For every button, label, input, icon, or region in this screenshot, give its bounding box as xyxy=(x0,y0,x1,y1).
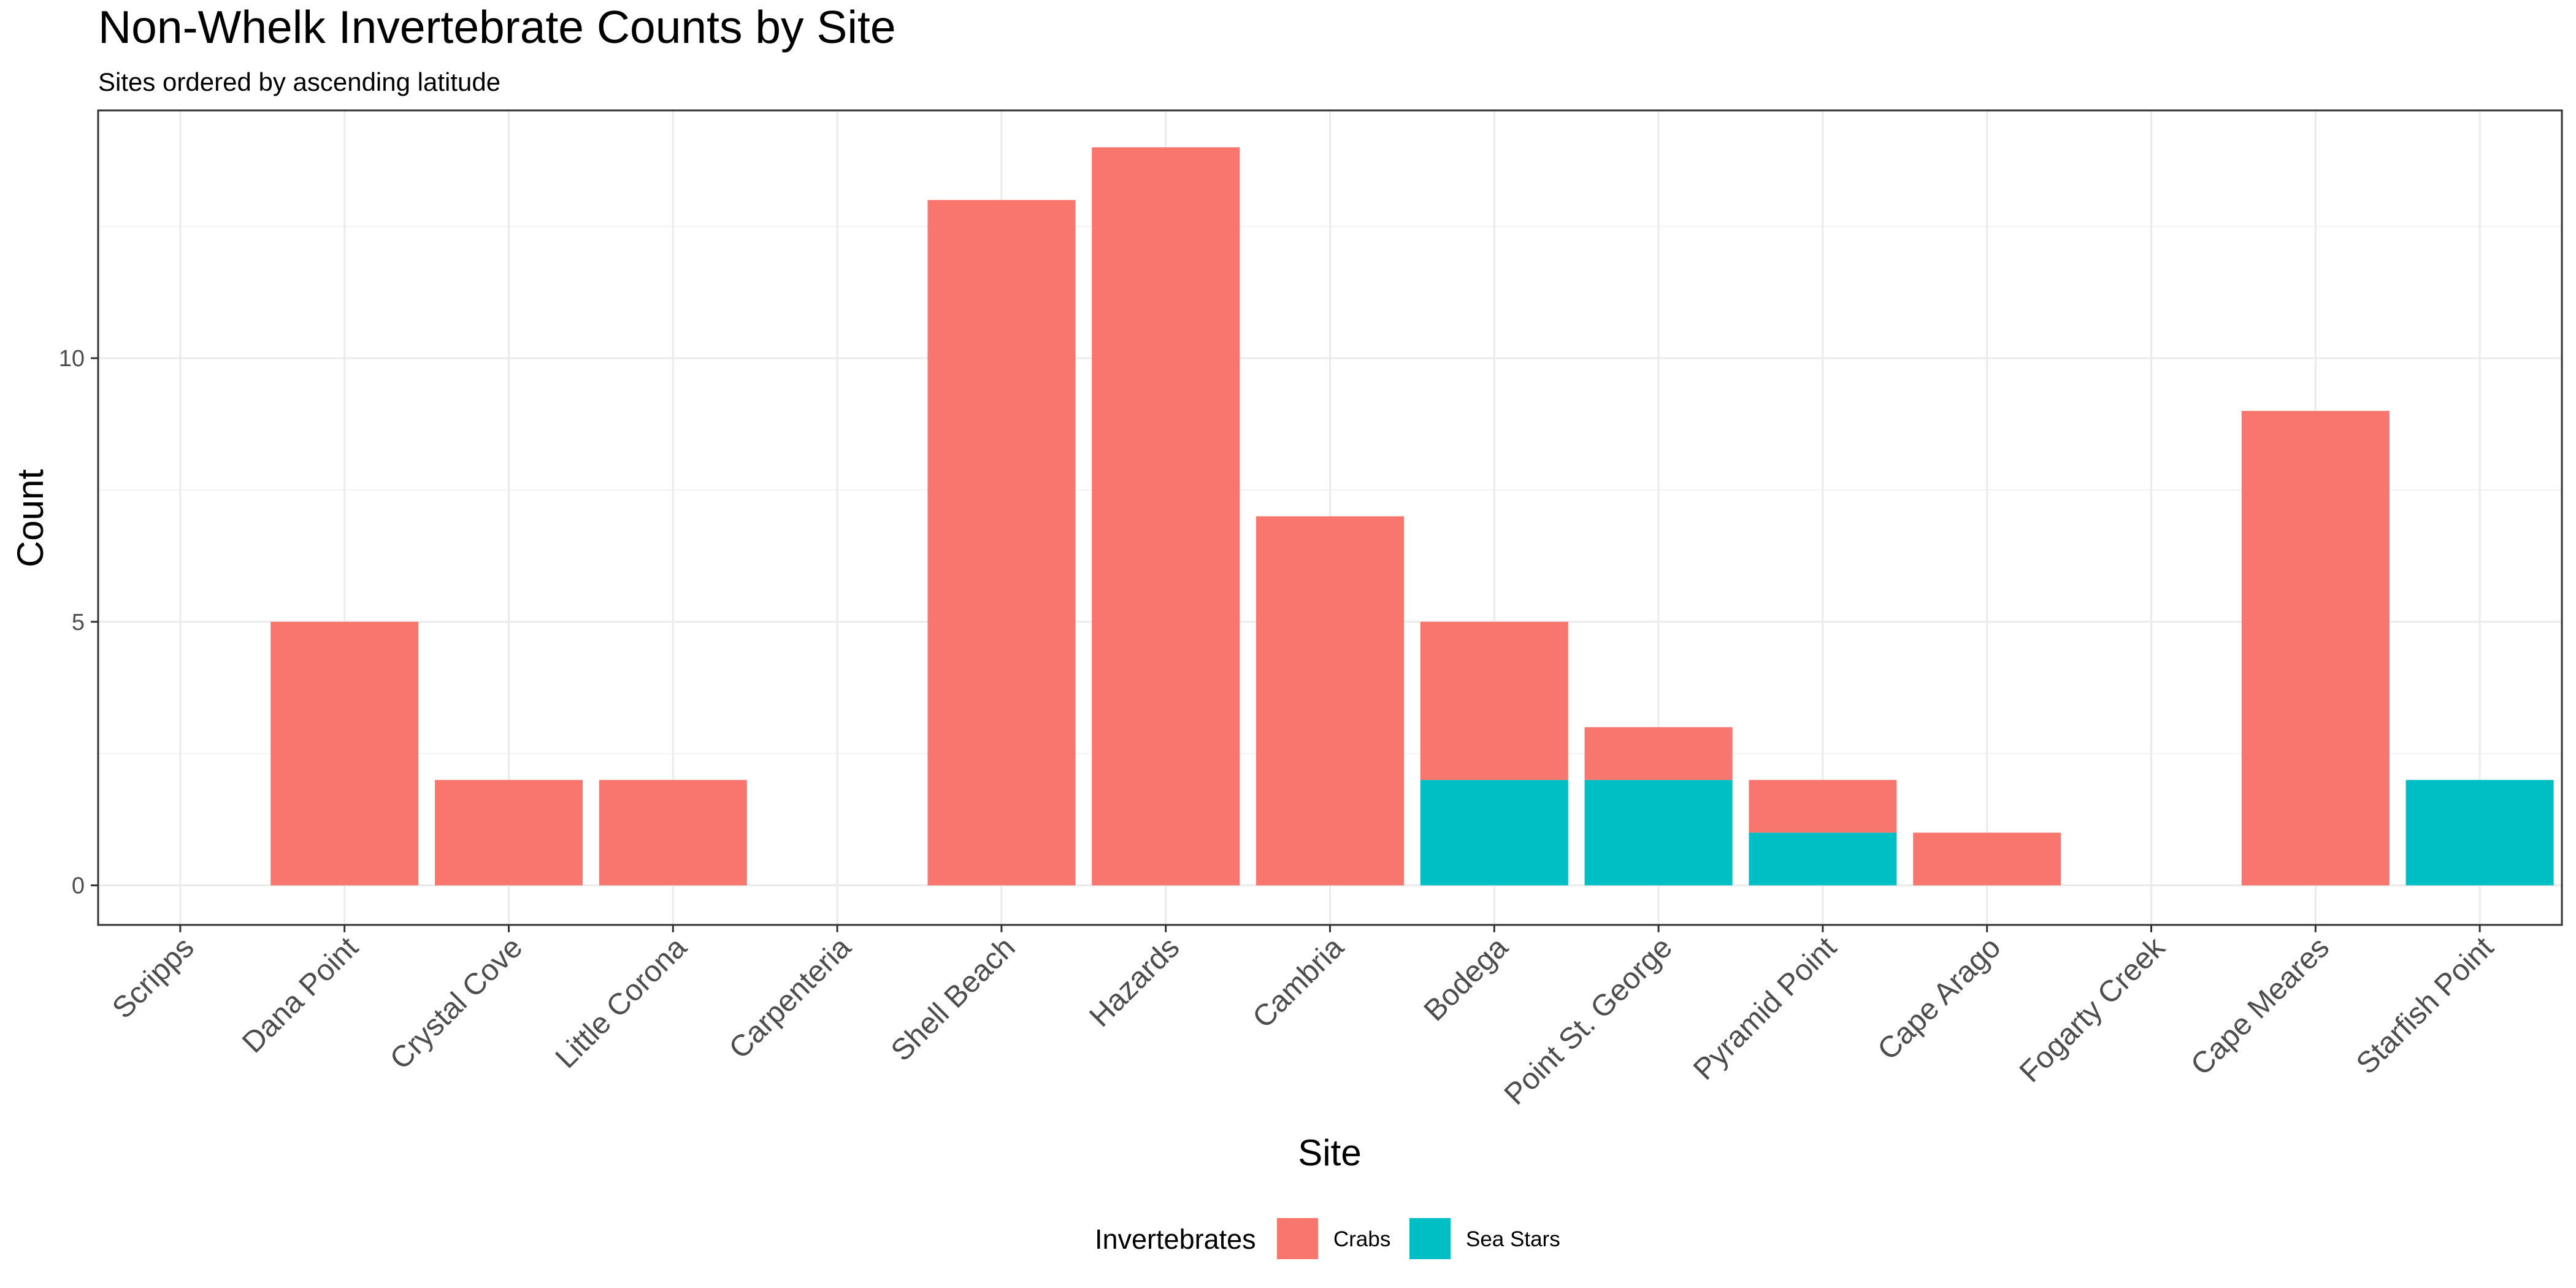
bar-sea-stars xyxy=(1584,780,1733,886)
x-tick-label: Crystal Cove xyxy=(384,931,529,1076)
bars xyxy=(270,147,2554,886)
bar-crabs xyxy=(1749,780,1897,833)
y-tick-label: 0 xyxy=(72,873,85,899)
x-axis-title: Site xyxy=(1298,1132,1361,1173)
bar-sea-stars xyxy=(2405,780,2554,886)
bar-crabs xyxy=(2241,410,2390,886)
legend: Invertebrates Crabs Sea Stars xyxy=(1095,1218,1560,1259)
x-tick-label: Scripps xyxy=(106,931,201,1025)
legend-key-sea-stars xyxy=(1409,1218,1451,1259)
y-axis: 0 5 10 xyxy=(59,346,98,899)
y-tick-label: 10 xyxy=(59,346,85,372)
x-tick-label: Dana Point xyxy=(236,930,365,1059)
legend-key-crabs xyxy=(1277,1218,1318,1259)
x-tick-label: Carpenteria xyxy=(723,930,858,1065)
bar-crabs xyxy=(1584,727,1733,780)
bar-crabs xyxy=(1092,147,1240,886)
bar-crabs xyxy=(1420,621,1568,780)
legend-label-crabs: Crabs xyxy=(1333,1227,1390,1251)
bar-sea-stars xyxy=(1420,780,1568,886)
x-tick-label: Point St. George xyxy=(1498,931,1679,1111)
y-axis-title: Count xyxy=(10,469,51,567)
x-axis: Scripps Dana Point Crystal Cove Little Coro… xyxy=(106,925,2500,1111)
x-tick-label: Fogarty Creek xyxy=(2014,930,2172,1089)
bar-crabs xyxy=(1913,832,2061,886)
bar-crabs xyxy=(599,780,747,886)
bar-crabs xyxy=(270,621,419,886)
y-tick-label: 5 xyxy=(72,610,85,635)
chart-subtitle: Sites ordered by ascending latitude xyxy=(98,67,500,96)
x-tick-label: Cape Meares xyxy=(2185,931,2336,1082)
legend-title: Invertebrates xyxy=(1095,1224,1256,1255)
x-tick-label: Cape Arago xyxy=(1871,931,2007,1067)
x-tick-label: Pyramid Point xyxy=(1687,930,1843,1086)
bar-crabs xyxy=(434,780,583,886)
x-tick-label: Little Corona xyxy=(549,930,693,1075)
x-tick-label: Starfish Point xyxy=(2350,930,2501,1081)
x-tick-label: Shell Beach xyxy=(885,931,1022,1068)
chart-title: Non-Whelk Invertebrate Counts by Site xyxy=(98,1,896,53)
legend-label-sea-stars: Sea Stars xyxy=(1466,1227,1560,1251)
bar-crabs xyxy=(1255,516,1405,886)
bar-crabs xyxy=(927,200,1076,886)
plot-panel xyxy=(97,109,2563,926)
x-tick-label: Hazards xyxy=(1083,931,1186,1033)
bar-sea-stars xyxy=(1749,832,1897,886)
x-tick-label: Bodega xyxy=(1417,930,1514,1027)
x-tick-label: Cambria xyxy=(1246,930,1351,1035)
